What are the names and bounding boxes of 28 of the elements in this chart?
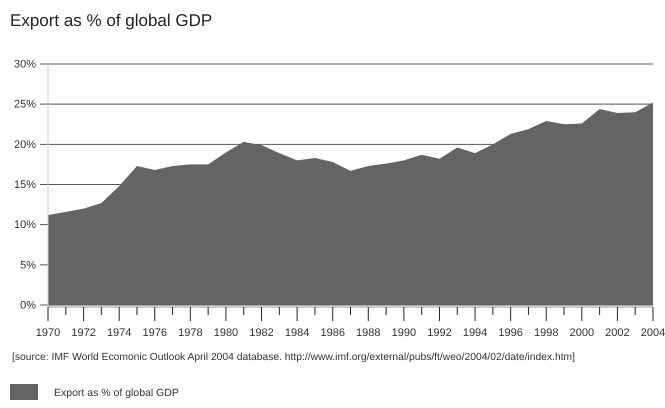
x-tick-label: 1996 — [498, 327, 523, 340]
x-tick-label: 1980 — [214, 327, 238, 340]
y-tick-label: 20% — [14, 138, 36, 151]
x-tick-label: 2004 — [640, 327, 665, 340]
y-tick-label: 5% — [20, 259, 36, 272]
y-tick-label: 10% — [14, 219, 36, 232]
x-tick-label: 2000 — [570, 327, 594, 340]
x-tick-label: 1976 — [142, 327, 168, 340]
x-tick-label: 1978 — [178, 327, 203, 340]
x-tick-label: 2002 — [605, 327, 630, 340]
x-tick-label: 1982 — [249, 327, 274, 340]
x-tick-label: 1984 — [284, 327, 310, 340]
y-tick-label: 15% — [14, 179, 36, 192]
x-tick-label: 1988 — [356, 327, 381, 340]
x-tick-label: 1972 — [71, 327, 96, 340]
x-tick-label: 1998 — [534, 327, 558, 340]
legend-label: Export as % of global GDP — [54, 387, 179, 399]
x-tick-label: 1974 — [106, 327, 132, 340]
x-tick-label: 1986 — [320, 327, 345, 340]
y-tick-label: 25% — [14, 98, 36, 111]
x-tick-label: 1994 — [462, 327, 488, 340]
text: [source: IMF World Ecomonic Outlook April 2004 database. http://www.imf.org/external/pubs/ft/weo/2004/02/date/index.htm] — [12, 352, 576, 363]
x-tick-label: 1990 — [392, 327, 416, 340]
y-tick-label: 0% — [20, 300, 36, 312]
y-tick-label: 30% — [14, 58, 36, 71]
x-tick-label: 1992 — [427, 327, 452, 340]
chart-title: Export as % of global GDP — [10, 11, 212, 30]
x-tick-label: 1970 — [36, 327, 60, 340]
